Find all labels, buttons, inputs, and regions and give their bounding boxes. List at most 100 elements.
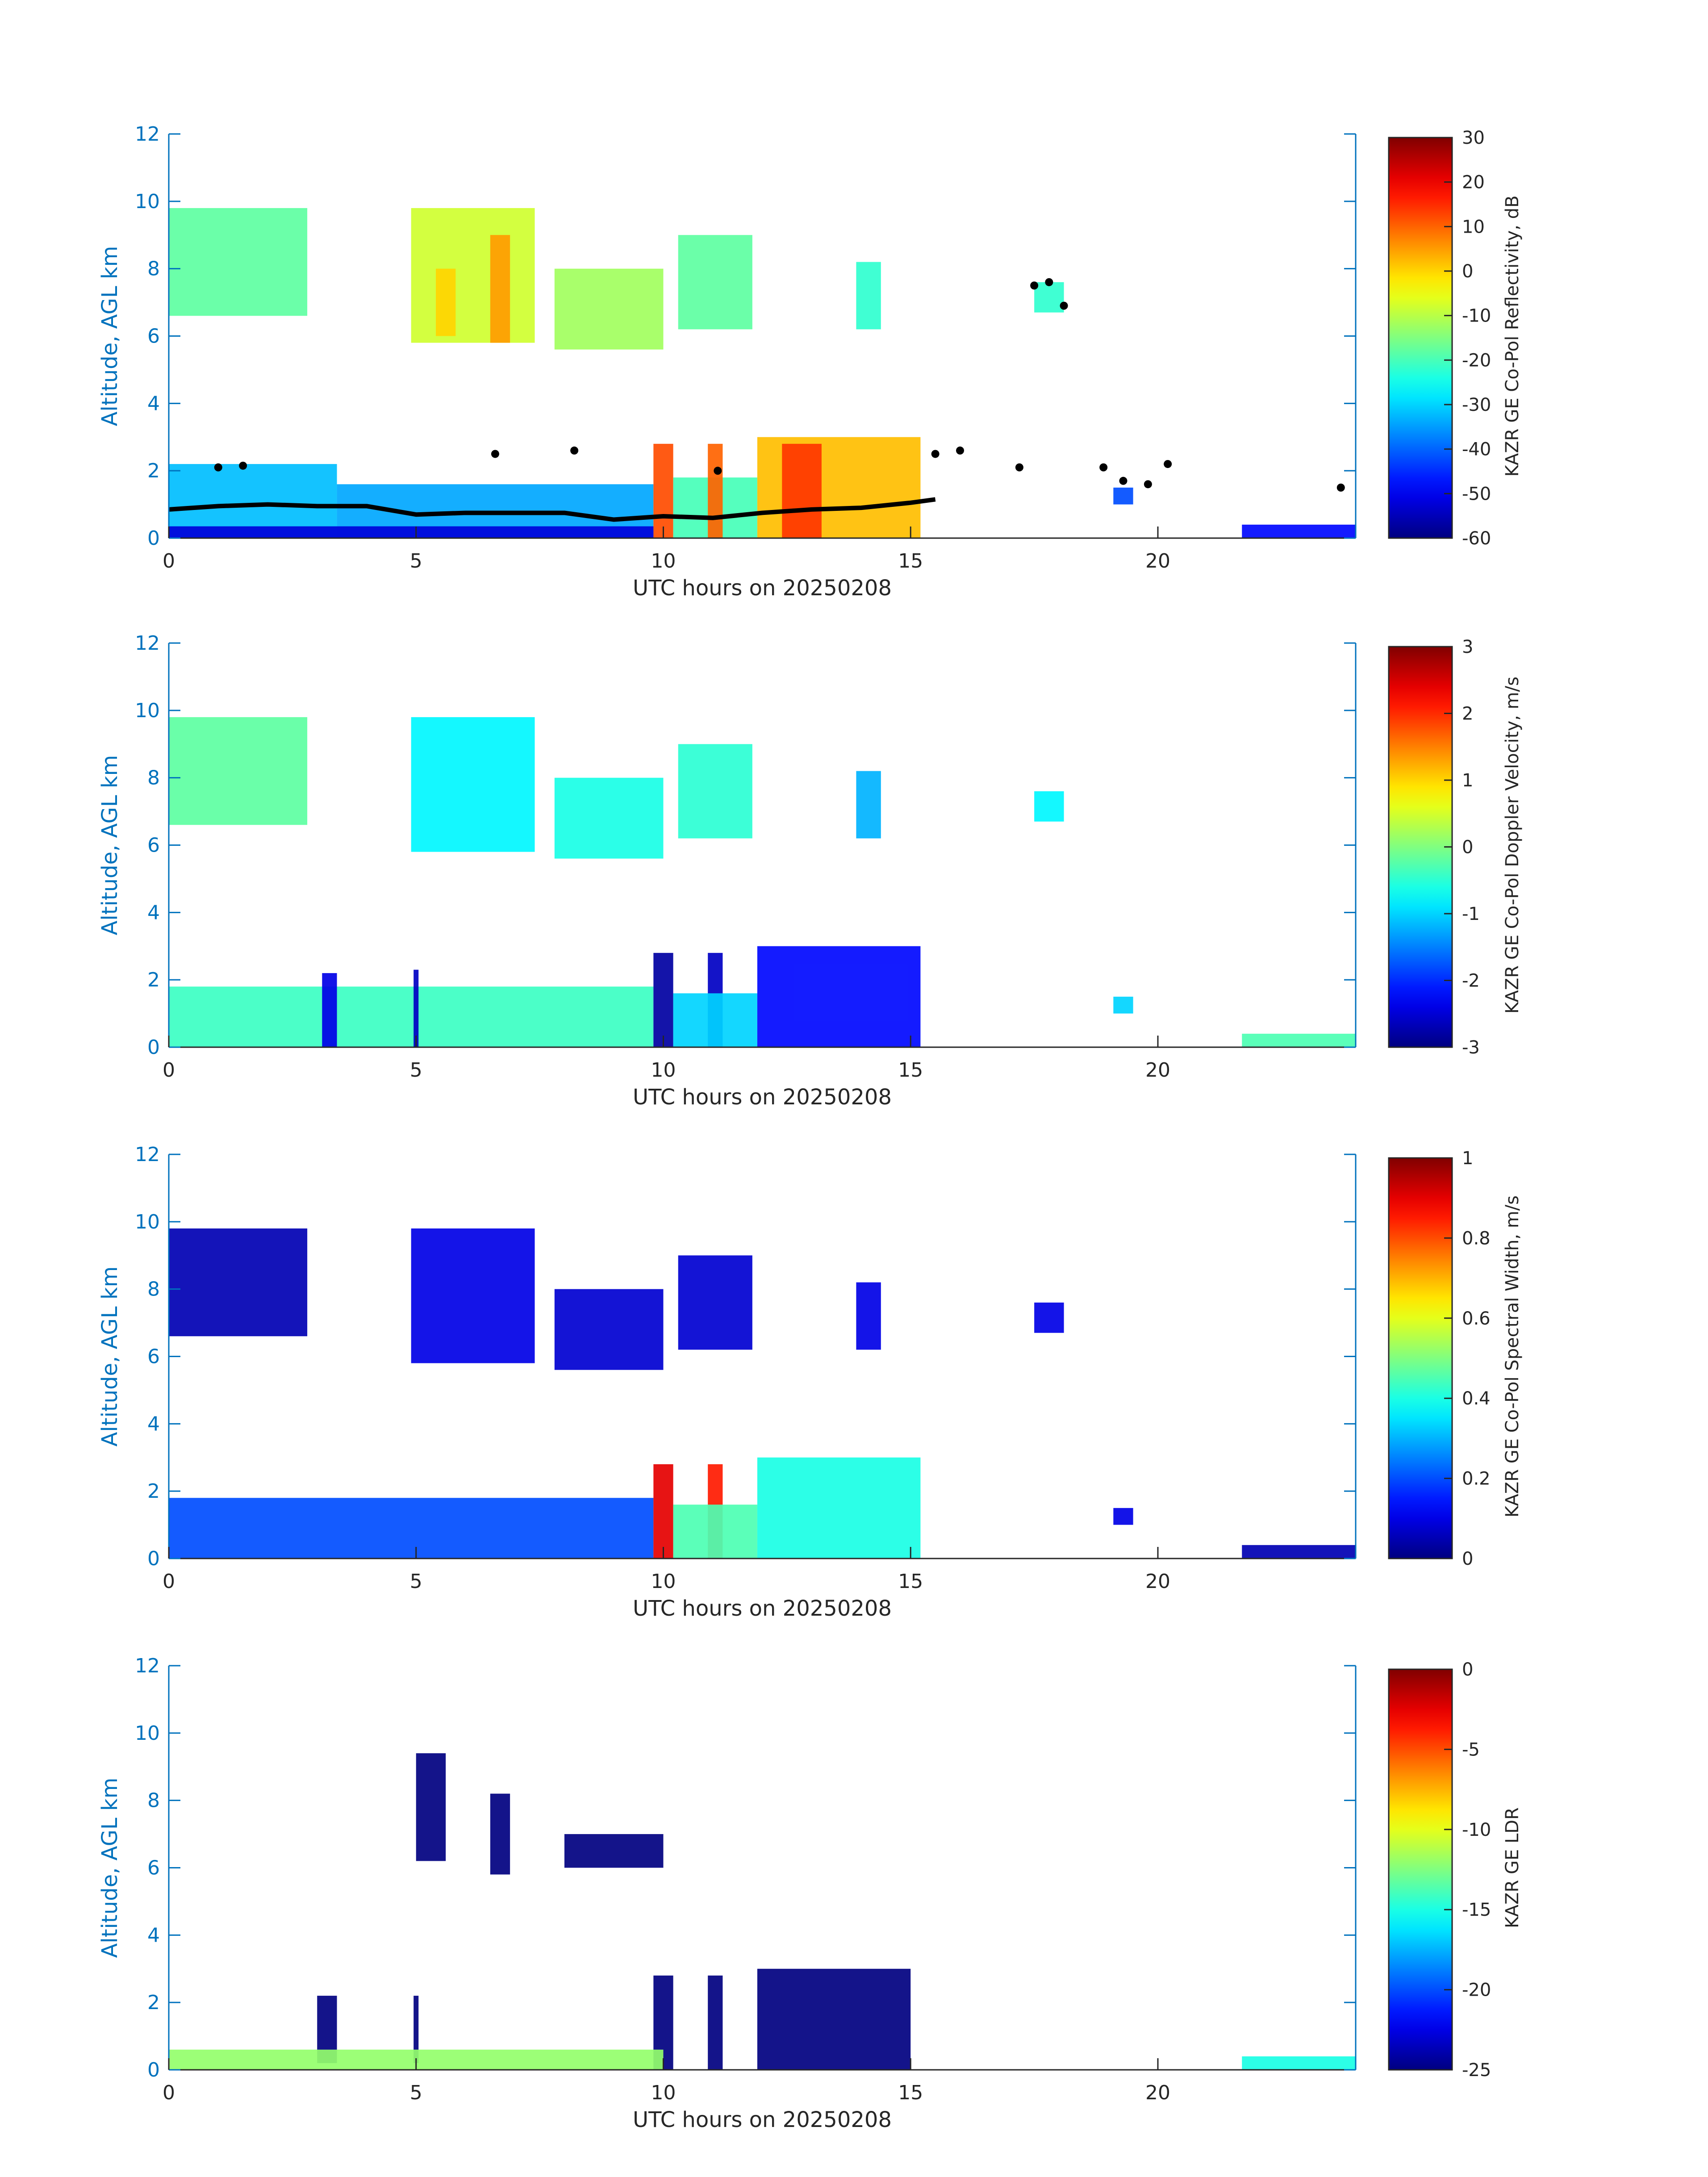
y-tick-label: 4: [147, 901, 160, 924]
x-tick-label: 10: [651, 1570, 676, 1593]
echo-cell-14: [757, 437, 921, 538]
echo-cell-13: [1242, 1545, 1356, 1559]
panel-4: 0 2 4 6 8 10 12 0 5 10 15 20 UTC hours on 20250208 Al…: [97, 1655, 1523, 2132]
echo-cell-9: [169, 464, 337, 538]
colorbar-tick-label: -3: [1462, 1037, 1480, 1058]
cloud-base-point-5: [714, 467, 722, 475]
colorbar-tick-label: 30: [1462, 128, 1485, 148]
colorbar-tick-label: 0: [1462, 261, 1473, 282]
echo-cell-16: [1113, 487, 1133, 505]
echo-cell-11: [653, 443, 673, 538]
x-tick-label: 5: [410, 2081, 422, 2104]
echo-cell-4: [678, 1255, 752, 1350]
echo-cell-4: [436, 268, 456, 336]
colorbar-label: KAZR GE Co-Pol Doppler Velocity, m/s: [1502, 677, 1523, 1014]
y-tick-label: 6: [147, 1857, 160, 1880]
colorbar-tick-label: 20: [1462, 172, 1485, 193]
echo-cell-8: [322, 973, 337, 1047]
echo-cell-3: [554, 777, 664, 859]
echo-cell-2: [490, 1793, 510, 1875]
echo-cells: [169, 1228, 1356, 1559]
echo-cell-17: [1242, 524, 1356, 538]
colorbar-tick-label: 1: [1462, 770, 1473, 791]
cloud-base-point-7: [956, 446, 964, 455]
echo-cell-15: [782, 443, 822, 538]
colorbar-tick-label: 1: [1462, 1148, 1473, 1169]
x-axis-label: UTC hours on 20250208: [633, 1085, 892, 1110]
cloud-base-point-12: [1099, 463, 1108, 472]
cloud-base-point-8: [1015, 463, 1023, 472]
y-tick-label: 0: [147, 1547, 160, 1570]
cloud-base-point-14: [1144, 480, 1152, 489]
x-tick-label: 15: [898, 1059, 923, 1082]
echo-cell-10: [673, 1504, 757, 1559]
cloud-base-point-15: [1164, 460, 1172, 468]
x-tick-label: 0: [163, 1570, 175, 1593]
colorbar-tick-label: -60: [1462, 528, 1491, 549]
y-tick-label: 0: [147, 1036, 160, 1059]
echo-cell-18: [169, 526, 654, 538]
colorbar-label: KAZR GE Co-Pol Reflectivity, dB: [1502, 196, 1523, 477]
colorbar-tick-label: 0: [1462, 837, 1473, 858]
x-tick-label: 15: [898, 550, 923, 572]
colorbar-tick-label: -50: [1462, 484, 1491, 504]
echo-cells: [169, 717, 1356, 1047]
cloud-base-point-1: [214, 463, 222, 472]
y-axis-label: Altitude, AGL km: [97, 755, 122, 936]
echo-cell-12: [1113, 1508, 1133, 1525]
echo-cell-3: [564, 1834, 664, 1868]
cloud-base-line: [169, 497, 936, 522]
y-tick-label: 12: [135, 1143, 160, 1166]
colorbar-tick-label: 0.6: [1462, 1308, 1491, 1329]
x-tick-label: 20: [1145, 1570, 1170, 1593]
colorbar-tick-label: -20: [1462, 1980, 1491, 2001]
y-tick-label: 8: [147, 258, 160, 280]
y-tick-label: 8: [147, 767, 160, 790]
x-tick-label: 0: [163, 550, 175, 572]
echo-cell-8: [653, 1464, 673, 1559]
colorbar-tick-label: -1: [1462, 904, 1480, 924]
colorbar-tick-label: -5: [1462, 1739, 1480, 1760]
echo-cell-11: [757, 1457, 921, 1559]
y-tick-label: 4: [147, 392, 160, 415]
x-tick-label: 5: [410, 550, 422, 572]
colorbar-tick-label: -10: [1462, 1820, 1491, 1840]
echo-cell-4: [678, 744, 752, 839]
x-tick-label: 10: [651, 1059, 676, 1082]
echo-cell-13: [708, 443, 723, 538]
echo-cell-5: [554, 268, 664, 350]
echo-cell-13: [757, 946, 921, 1047]
y-tick-label: 0: [147, 2059, 160, 2081]
echo-cells: [169, 208, 1356, 538]
y-axis-label: Altitude, AGL km: [97, 1266, 122, 1447]
cloud-base-point-4: [570, 446, 579, 455]
echo-cell-5: [413, 1996, 419, 2063]
y-tick-label: 2: [147, 1991, 160, 2014]
echo-cell-12: [673, 993, 757, 1047]
x-tick-label: 20: [1145, 550, 1170, 572]
echo-cell-8: [1034, 282, 1064, 313]
y-tick-label: 4: [147, 1412, 160, 1435]
cloud-base-point-9: [1030, 281, 1039, 290]
y-tick-label: 8: [147, 1789, 160, 1812]
echo-cell-6: [1034, 1302, 1064, 1333]
y-tick-label: 2: [147, 969, 160, 991]
colorbar-tick-label: -30: [1462, 395, 1491, 415]
colorbar-tick-label: -2: [1462, 971, 1480, 991]
cloud-base-point-11: [1060, 301, 1068, 310]
y-tick-label: 0: [147, 527, 160, 550]
colorbar-tick-label: -15: [1462, 1900, 1491, 1920]
colorbar: 3 2 1 0 -1 -2 -3 KAZR GE Co-Pol Doppler Velocit…: [1388, 637, 1523, 1058]
y-tick-label: 10: [135, 699, 160, 722]
echo-cell-6: [1034, 791, 1064, 822]
echo-cells: [169, 1753, 1356, 2070]
cloud-base-point-10: [1045, 278, 1053, 286]
colorbar-tick-label: 2: [1462, 704, 1473, 724]
x-tick-label: 20: [1145, 2081, 1170, 2104]
echo-cell-6: [678, 235, 752, 330]
colorbar-tick-label: -20: [1462, 350, 1491, 371]
echo-cell-3: [490, 235, 510, 343]
colorbar: 30 20 10 0 -10 -20 -30 -40 -50 -60 KAZR GE Co-Pol …: [1388, 128, 1523, 549]
y-tick-label: 10: [135, 190, 160, 213]
